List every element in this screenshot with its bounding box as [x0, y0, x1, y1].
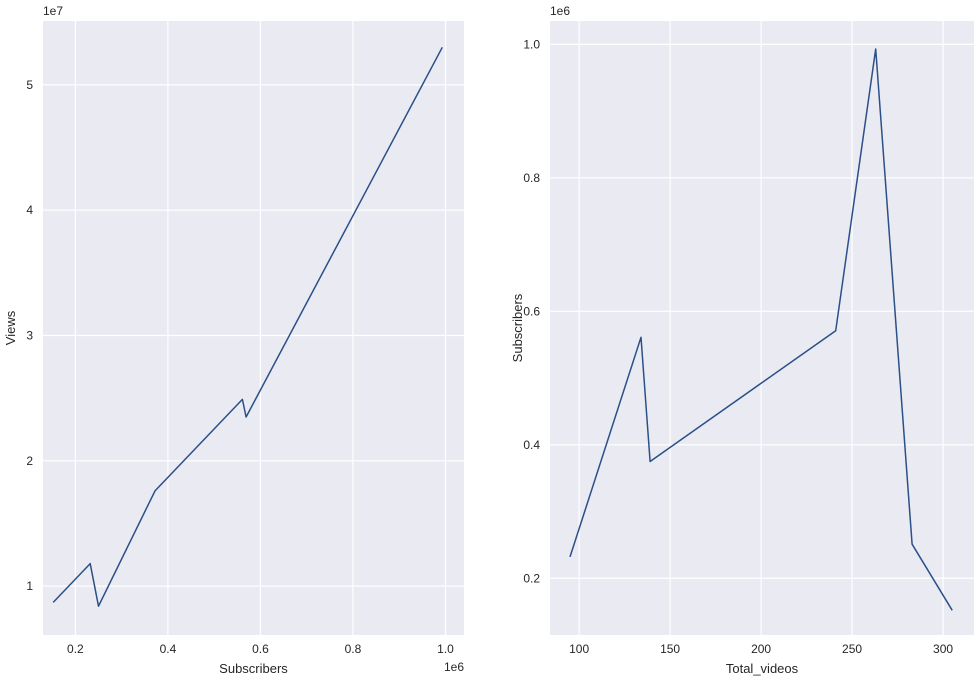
right-x-tick-label: 250 [842, 642, 862, 656]
left-x-tick-label: 0.4 [160, 642, 177, 656]
left-y-offset-label: 1e7 [43, 4, 63, 18]
right-x-tick-label: 100 [569, 642, 589, 656]
right-x-tick-label: 300 [933, 642, 953, 656]
left-y-tick-label: 1 [26, 579, 33, 593]
left-plot-area [43, 21, 464, 635]
right-x-axis-label: Total_videos [726, 661, 799, 676]
right-y-offset-label: 1e6 [550, 4, 570, 18]
right-y-tick-label: 0.6 [523, 304, 540, 318]
left-series-line [52, 46, 443, 607]
left-y-axis-label: Views [3, 310, 18, 345]
left-y-tick-label: 2 [26, 454, 33, 468]
left-x-tick-label: 0.8 [345, 642, 362, 656]
right-y-tick-label: 1.0 [523, 37, 540, 51]
right-y-tick-label: 0.2 [523, 571, 540, 585]
left-chart-panel: 0.2 0.4 0.6 0.8 1.0 1 2 3 4 5 1e7 1e6 Subscribers Vie… [3, 4, 464, 676]
right-x-tick-label: 200 [751, 642, 771, 656]
left-x-tick-label: 0.2 [67, 642, 84, 656]
right-series-line [569, 48, 953, 611]
left-x-tick-label: 1.0 [437, 642, 454, 656]
left-x-offset-label: 1e6 [444, 660, 464, 674]
left-x-tick-label: 0.6 [252, 642, 269, 656]
left-y-tick-label: 5 [26, 78, 33, 92]
left-x-axis-label: Subscribers [219, 661, 288, 676]
left-y-tick-label: 4 [26, 203, 33, 217]
right-y-tick-label: 0.8 [523, 171, 540, 185]
right-y-axis-label: Subscribers [510, 293, 525, 362]
right-plot-area [550, 21, 974, 635]
right-y-tick-label: 0.4 [523, 438, 540, 452]
right-chart-panel: 100 150 200 250 300 0.2 0.4 0.6 0.8 1.0 1e6 Total_v… [510, 4, 974, 676]
left-y-tick-label: 3 [26, 329, 33, 343]
right-x-tick-label: 150 [660, 642, 680, 656]
